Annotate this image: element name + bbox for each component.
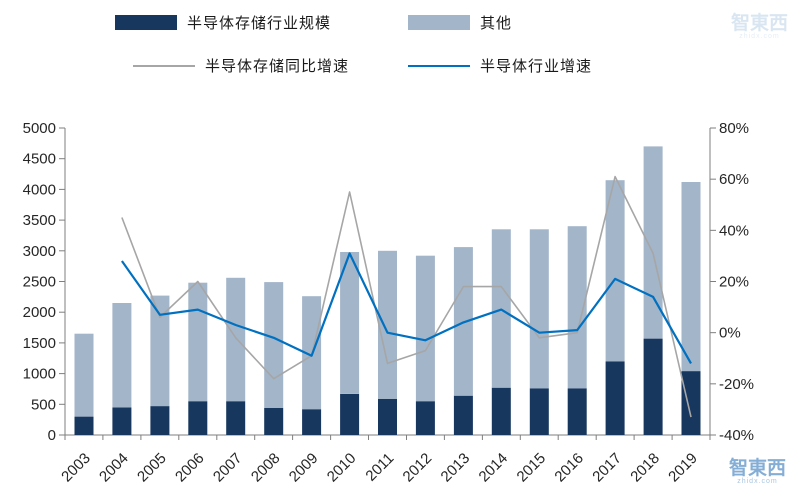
svg-text:2015: 2015 xyxy=(514,450,550,486)
svg-text:3500: 3500 xyxy=(23,212,56,229)
svg-text:5000: 5000 xyxy=(23,120,56,137)
legend-item-storage-scale: 半导体存储行业规模 xyxy=(115,12,331,33)
svg-text:2013: 2013 xyxy=(438,450,474,486)
svg-text:2005: 2005 xyxy=(134,450,170,486)
svg-text:0: 0 xyxy=(48,427,56,444)
svg-text:2008: 2008 xyxy=(248,450,284,486)
svg-text:2018: 2018 xyxy=(627,450,663,486)
svg-text:4000: 4000 xyxy=(23,181,56,198)
svg-text:2000: 2000 xyxy=(23,304,56,321)
svg-text:2010: 2010 xyxy=(324,450,360,486)
svg-text:2004: 2004 xyxy=(96,450,132,486)
svg-text:60%: 60% xyxy=(719,171,749,188)
svg-text:3000: 3000 xyxy=(23,243,56,260)
legend-item-other: 其他 xyxy=(408,12,512,33)
svg-text:2012: 2012 xyxy=(400,450,436,486)
svg-text:40%: 40% xyxy=(719,222,749,239)
legend-label-storage-scale: 半导体存储行业规模 xyxy=(187,15,332,32)
svg-text:2003: 2003 xyxy=(58,450,94,486)
legend-item-industry-growth: 半导体行业增速 xyxy=(408,55,592,76)
svg-text:2016: 2016 xyxy=(551,450,587,486)
svg-text:80%: 80% xyxy=(719,120,749,137)
svg-text:2017: 2017 xyxy=(589,450,625,486)
legend-label-other: 其他 xyxy=(480,15,513,32)
legend-swatch-storage-growth xyxy=(133,64,195,67)
legend-swatch-storage-scale xyxy=(115,15,177,30)
svg-text:2011: 2011 xyxy=(362,450,397,485)
svg-text:-40%: -40% xyxy=(719,427,754,444)
svg-text:2014: 2014 xyxy=(476,450,512,486)
legend-label-industry-growth: 半导体行业增速 xyxy=(480,58,593,75)
svg-text:2500: 2500 xyxy=(23,274,56,291)
svg-text:2009: 2009 xyxy=(286,450,322,486)
svg-text:1000: 1000 xyxy=(23,366,56,383)
svg-text:-20%: -20% xyxy=(719,376,754,393)
svg-text:2019: 2019 xyxy=(665,450,701,486)
legend-swatch-industry-growth xyxy=(408,64,470,67)
svg-text:0%: 0% xyxy=(719,325,741,342)
svg-text:2007: 2007 xyxy=(210,450,246,486)
legend-swatch-other xyxy=(408,15,470,30)
legend-item-storage-growth: 半导体存储同比增速 xyxy=(133,55,349,76)
svg-text:500: 500 xyxy=(31,396,56,413)
svg-text:1500: 1500 xyxy=(23,335,56,352)
svg-text:4500: 4500 xyxy=(23,151,56,168)
legend-label-storage-growth: 半导体存储同比增速 xyxy=(205,58,350,75)
svg-text:2006: 2006 xyxy=(172,450,208,486)
svg-text:20%: 20% xyxy=(719,274,749,291)
